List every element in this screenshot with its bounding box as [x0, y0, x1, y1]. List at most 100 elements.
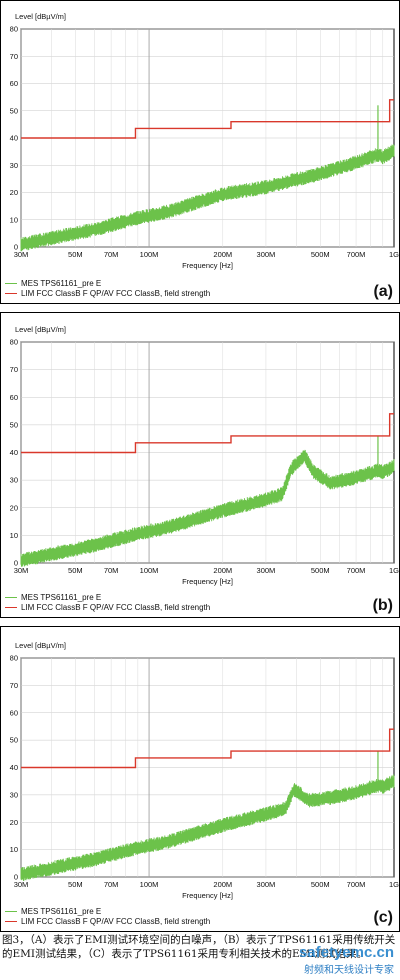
series-limit-line: [21, 728, 394, 769]
y-tick-label: 10: [10, 845, 18, 854]
watermark: safetyemc.cn 射频和天线设计专家: [299, 944, 394, 976]
x-tick-label: 30M: [14, 880, 29, 889]
y-tick-label: 60: [10, 708, 18, 717]
x-tick-label: 100M: [140, 880, 159, 889]
x-tick-label: 30M: [14, 566, 29, 575]
x-tick-label: 1G: [389, 250, 399, 259]
y-axis-label: Level [dBµV/m]: [15, 325, 66, 334]
x-tick-label: 50M: [68, 250, 83, 259]
chart-panel-c: 0 10 20 30 40 50 60 70 80 30M 50M 70M 100M 200M 300M 50…: [0, 626, 400, 932]
chart-panel-a: 0 10 20 30 40 50 60 70 80 30M 50M 70M 100M 200M 300M 50…: [0, 0, 400, 304]
x-axis-label: Frequency [Hz]: [182, 261, 233, 270]
series-mes-line: [20, 454, 395, 561]
y-tick-label: 60: [10, 79, 18, 88]
series-mes-line: [20, 780, 395, 875]
y-tick-label: 60: [10, 393, 18, 402]
legend-swatch-mes: [5, 911, 17, 913]
y-tick-label: 20: [10, 188, 18, 197]
x-tick-label: 200M: [213, 566, 232, 575]
legend-swatch-lim: [5, 293, 17, 295]
chart-svg-b: 0 10 20 30 40 50 60 70 80 30M 50M 70M 100M 200M 300M 50…: [10, 325, 399, 586]
y-axis-label: Level [dBµV/m]: [15, 12, 66, 21]
x-tick-label: 300M: [257, 250, 276, 259]
legend-label-mes: MES TPS61161_pre E: [21, 279, 102, 288]
panel-label-b: (b): [372, 597, 393, 614]
y-tick-label: 50: [10, 736, 18, 745]
x-tick-label: 700M: [347, 566, 366, 575]
y-tick-label: 80: [10, 25, 18, 34]
legend-label-mes: MES TPS61161_pre E: [21, 907, 102, 916]
x-tick-label: 70M: [104, 566, 119, 575]
y-tick-label: 10: [10, 215, 18, 224]
legend-swatch-lim: [5, 921, 17, 923]
legend-label-lim: LIM FCC ClassB F QP/AV FCC ClassB, field…: [21, 603, 211, 612]
legend-label-lim: LIM FCC ClassB F QP/AV FCC ClassB, field…: [21, 289, 211, 298]
x-tick-label: 500M: [311, 250, 330, 259]
series-limit-line: [21, 99, 394, 139]
x-tick-label: 700M: [347, 880, 366, 889]
y-tick-label: 0: [14, 559, 18, 568]
legend-swatch-mes: [5, 283, 17, 285]
legend-swatch-lim: [5, 607, 17, 609]
y-tick-label: 0: [14, 873, 18, 882]
x-tick-label: 1G: [389, 566, 399, 575]
series-limit-line: [21, 413, 394, 454]
legend-swatch-mes: [5, 597, 17, 599]
legend-b: MES TPS61161_pre E LIM FCC ClassB F QP/A…: [5, 593, 210, 613]
y-tick-label: 80: [10, 338, 18, 347]
legend-a: MES TPS61161_pre E LIM FCC ClassB F QP/A…: [5, 279, 210, 299]
y-tick-label: 50: [10, 420, 18, 429]
x-tick-label: 70M: [104, 880, 119, 889]
legend-item-lim: LIM FCC ClassB F QP/AV FCC ClassB, field…: [5, 917, 210, 927]
watermark-subtitle: 射频和天线设计专家: [304, 965, 394, 976]
x-tick-label: 300M: [257, 566, 276, 575]
x-tick-label: 500M: [311, 566, 330, 575]
legend-label-mes: MES TPS61161_pre E: [21, 593, 102, 602]
y-tick-label: 30: [10, 790, 18, 799]
x-tick-label: 500M: [311, 880, 330, 889]
x-axis-label: Frequency [Hz]: [182, 577, 233, 586]
x-tick-label: 300M: [257, 880, 276, 889]
x-tick-label: 30M: [14, 250, 29, 259]
y-tick-label: 50: [10, 106, 18, 115]
panel-label-a: (a): [373, 283, 393, 300]
x-tick-label: 1G: [389, 880, 399, 889]
y-tick-label: 40: [10, 134, 18, 143]
legend-item-mes: MES TPS61161_pre E: [5, 593, 210, 603]
y-axis-label: Level [dBµV/m]: [15, 641, 66, 650]
figure-caption: 图3，（A）表示了EMI测试环境空间的白噪声，（B）表示了TPS61161采用传…: [2, 934, 396, 960]
x-tick-label: 200M: [213, 880, 232, 889]
legend-item-mes: MES TPS61161_pre E: [5, 907, 210, 917]
x-tick-label: 70M: [104, 250, 119, 259]
chart-panel-b: 0 10 20 30 40 50 60 70 80 30M 50M 70M 100M 200M 300M 50…: [0, 312, 400, 618]
y-tick-label: 30: [10, 476, 18, 485]
watermark-url: safetyemc.cn: [298, 944, 394, 961]
x-tick-label: 200M: [213, 250, 232, 259]
x-axis-label: Frequency [Hz]: [182, 891, 233, 900]
legend-item-lim: LIM FCC ClassB F QP/AV FCC ClassB, field…: [5, 603, 210, 613]
panel-label-c: (c): [373, 909, 393, 926]
y-tick-label: 20: [10, 818, 18, 827]
chart-svg-a: 0 10 20 30 40 50 60 70 80 30M 50M 70M 100M 200M 300M 50…: [10, 12, 399, 270]
y-tick-label: 40: [10, 448, 18, 457]
y-tick-label: 10: [10, 531, 18, 540]
y-tick-label: 70: [10, 52, 18, 61]
y-tick-label: 20: [10, 503, 18, 512]
y-tick-label: 0: [14, 243, 18, 252]
y-tick-label: 70: [10, 365, 18, 374]
y-tick-label: 80: [10, 654, 18, 663]
x-tick-label: 50M: [68, 566, 83, 575]
series-mes-line: [20, 149, 395, 245]
x-tick-label: 100M: [140, 566, 159, 575]
y-tick-label: 30: [10, 161, 18, 170]
x-tick-label: 700M: [347, 250, 366, 259]
legend-c: MES TPS61161_pre E LIM FCC ClassB F QP/A…: [5, 907, 210, 927]
legend-item-lim: LIM FCC ClassB F QP/AV FCC ClassB, field…: [5, 289, 210, 299]
x-tick-label: 50M: [68, 880, 83, 889]
legend-item-mes: MES TPS61161_pre E: [5, 279, 210, 289]
chart-svg-c: 0 10 20 30 40 50 60 70 80 30M 50M 70M 100M 200M 300M 50…: [10, 641, 399, 900]
legend-label-lim: LIM FCC ClassB F QP/AV FCC ClassB, field…: [21, 917, 211, 926]
x-tick-label: 100M: [140, 250, 159, 259]
y-tick-label: 40: [10, 763, 18, 772]
y-tick-label: 70: [10, 681, 18, 690]
